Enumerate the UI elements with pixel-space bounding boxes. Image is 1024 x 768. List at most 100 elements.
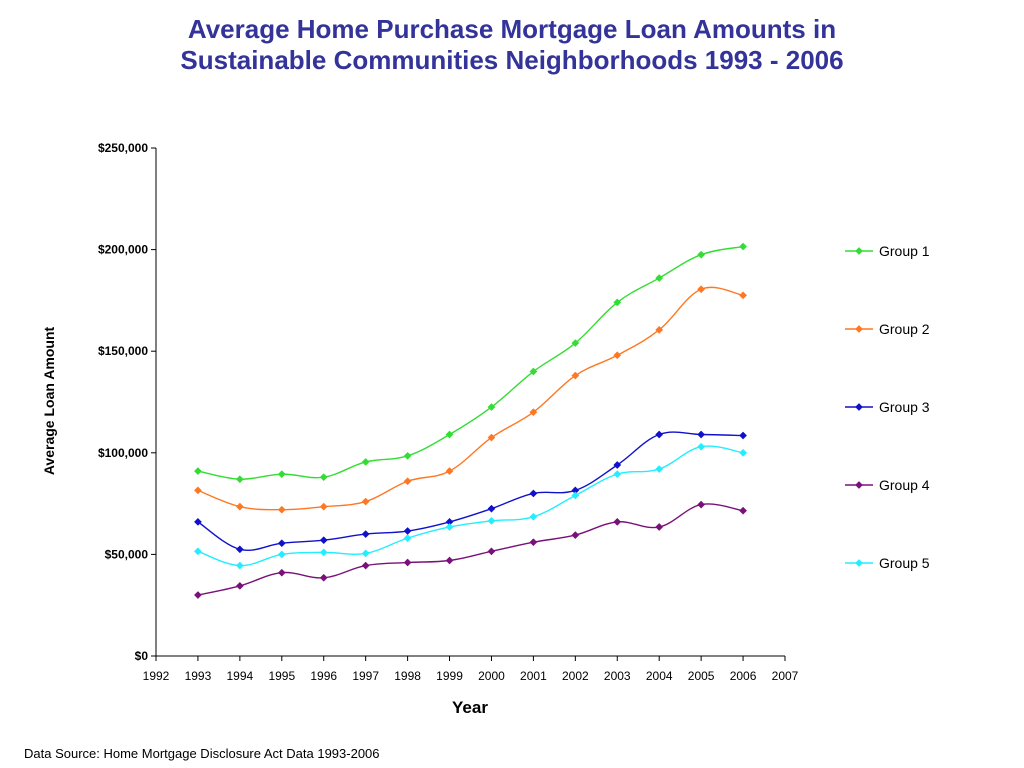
series-group-5 [193, 442, 748, 570]
data-point-group-2 [403, 477, 412, 486]
data-point-group-2 [739, 291, 748, 300]
data-point-group-2 [193, 486, 202, 495]
data-point-group-1 [403, 451, 412, 460]
data-point-group-1 [193, 467, 202, 476]
data-point-group-5 [277, 550, 286, 559]
data-point-group-2 [445, 467, 454, 476]
x-tick-label: 1992 [143, 669, 170, 683]
series-line-group-3 [197, 431, 744, 551]
data-point-group-3 [697, 430, 706, 439]
data-point-group-3 [529, 489, 538, 498]
x-tick-label: 1999 [436, 669, 463, 683]
data-point-group-1 [571, 339, 580, 348]
data-point-group-4 [445, 556, 454, 565]
legend-item-group-3: Group 3 [845, 399, 930, 415]
data-point-group-2 [361, 497, 370, 506]
axes: $0 $50,000 $100,000 $150,000 $200,000 $250,00… [98, 141, 799, 683]
x-tick-label: 2003 [604, 669, 631, 683]
y-tick-label: $50,000 [105, 547, 149, 561]
chart-title-line-1: Average Home Purchase Mortgage Loan Amou… [187, 14, 837, 44]
x-tick-label: 2007 [772, 669, 799, 683]
chart-title-line-2: Sustainable Communities Neighborhoods 19… [180, 45, 844, 75]
data-point-group-1 [319, 473, 328, 482]
data-point-group-4 [571, 531, 580, 540]
x-tick-label: 1996 [310, 669, 337, 683]
data-point-group-5 [739, 448, 748, 457]
data-point-group-4 [193, 591, 202, 599]
series-line-group-2 [197, 286, 744, 511]
x-axis-title: Year [452, 698, 488, 717]
data-point-group-5 [571, 491, 580, 500]
data-point-group-2 [613, 351, 622, 360]
data-point-group-5 [529, 512, 538, 521]
legend-swatch-marker [855, 247, 863, 255]
data-point-group-2 [319, 502, 328, 511]
y-tick-label: $100,000 [98, 446, 148, 460]
data-point-group-5 [613, 470, 622, 479]
y-tick-label: $250,000 [98, 141, 148, 155]
series-line-group-5 [197, 445, 744, 567]
data-point-group-4 [739, 506, 748, 515]
x-tick-label: 2005 [688, 669, 715, 683]
data-point-group-1 [655, 274, 664, 283]
data-point-group-3 [655, 430, 664, 439]
data-point-group-3 [739, 431, 748, 440]
data-source-note: Data Source: Home Mortgage Disclosure Ac… [24, 746, 380, 761]
legend-item-group-1: Group 1 [845, 243, 930, 259]
data-point-group-2 [571, 371, 580, 380]
x-tick-label: 2004 [646, 669, 673, 683]
y-tick-label: $200,000 [98, 243, 148, 257]
series-group-2 [193, 285, 748, 514]
data-point-group-1 [277, 470, 286, 479]
data-point-group-3 [193, 517, 202, 526]
data-point-group-4 [529, 538, 538, 547]
data-point-group-2 [529, 408, 538, 417]
series-group-3 [193, 430, 748, 554]
data-point-group-4 [319, 573, 328, 582]
x-tick-label: 1998 [394, 669, 421, 683]
data-point-group-5 [235, 561, 244, 570]
legend-swatch-marker [855, 559, 863, 567]
x-tick-label: 1995 [268, 669, 295, 683]
data-point-group-3 [277, 539, 286, 548]
legend-swatch-marker [855, 403, 863, 411]
data-point-group-1 [613, 298, 622, 307]
data-point-group-1 [697, 250, 706, 259]
data-point-group-5 [697, 442, 706, 451]
series-group-4 [193, 500, 748, 599]
data-point-group-2 [655, 325, 664, 334]
data-point-group-4 [277, 568, 286, 577]
x-tick-label: 1993 [185, 669, 212, 683]
y-tick-label: $150,000 [98, 344, 148, 358]
legend-label: Group 5 [879, 555, 930, 571]
y-tick-label: $0 [135, 649, 149, 663]
legend-swatch-marker [855, 481, 863, 489]
data-point-group-5 [403, 534, 412, 543]
data-point-group-5 [487, 516, 496, 525]
legend-item-group-4: Group 4 [845, 477, 930, 493]
data-point-group-5 [193, 547, 202, 556]
data-point-group-3 [361, 530, 370, 539]
data-point-group-2 [277, 505, 286, 514]
data-point-group-4 [487, 547, 496, 556]
data-point-group-3 [487, 504, 496, 513]
data-point-group-2 [235, 502, 244, 511]
legend-label: Group 1 [879, 243, 930, 259]
y-axis-title: Average Loan Amount [41, 327, 57, 476]
legend-item-group-2: Group 2 [845, 321, 930, 337]
series-line-group-1 [197, 245, 744, 480]
data-point-group-1 [445, 430, 454, 439]
data-point-group-1 [739, 242, 748, 251]
data-point-group-5 [361, 549, 370, 558]
x-tick-label: 1997 [352, 669, 379, 683]
data-point-group-5 [655, 465, 664, 474]
series-layer [193, 242, 748, 599]
legend-label: Group 2 [879, 321, 930, 337]
data-point-group-5 [319, 548, 328, 557]
legend-label: Group 4 [879, 477, 930, 493]
data-point-group-3 [613, 461, 622, 469]
x-tick-label: 2000 [478, 669, 505, 683]
data-point-group-3 [235, 545, 244, 554]
data-point-group-4 [235, 581, 244, 590]
